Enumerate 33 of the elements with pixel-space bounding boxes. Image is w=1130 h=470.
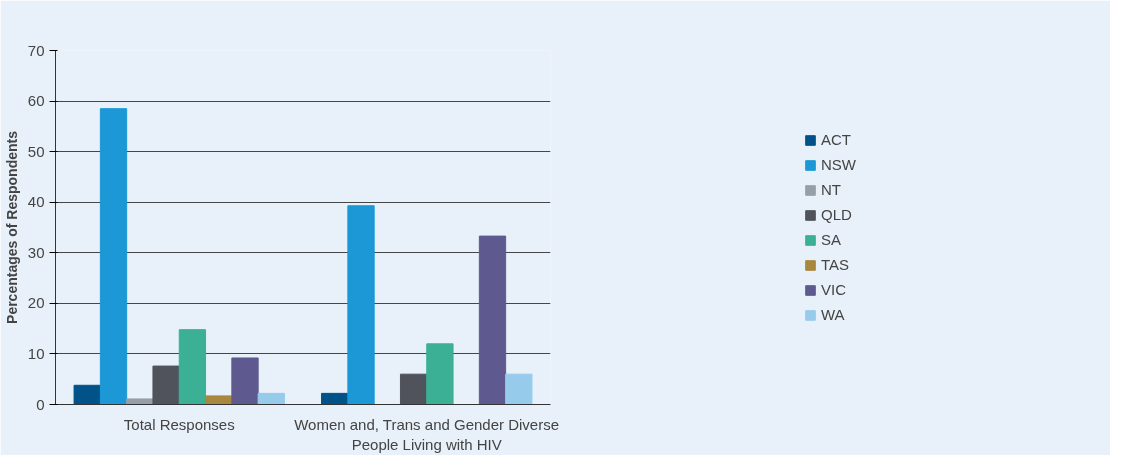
- x-tick-label: Total Responses: [123, 415, 235, 433]
- bar: [99, 108, 128, 405]
- bar: [205, 395, 233, 405]
- bar: [257, 392, 285, 405]
- bar: [478, 235, 507, 405]
- y-tick-label: 30: [27, 243, 45, 261]
- y-tick-label: 40: [27, 193, 45, 211]
- y-tick-label: 0: [36, 395, 45, 413]
- y-axis-title: Percentages of Respondents: [3, 130, 20, 324]
- legend-label: TAS: [821, 256, 850, 273]
- bar: [126, 398, 154, 405]
- legend-label: NT: [821, 181, 841, 198]
- bar: [347, 205, 375, 405]
- y-tick-label: 60: [27, 92, 45, 110]
- legend-label: QLD: [821, 206, 852, 223]
- legend-label: NSW: [821, 156, 856, 173]
- bar: [399, 373, 428, 405]
- bar: [178, 329, 207, 405]
- y-tick-label: 50: [27, 142, 45, 160]
- y-tick-label: 70: [27, 41, 45, 59]
- bar: [321, 392, 349, 405]
- legend-label: WA: [821, 306, 845, 323]
- y-tick-label: 10: [27, 344, 45, 362]
- bar: [426, 343, 454, 405]
- bar: [231, 357, 259, 405]
- x-tick-label: Women and, Trans and Gender Diverse People Living with HIV: [294, 415, 560, 453]
- legend-label: ACT: [821, 131, 851, 148]
- bar: [152, 365, 180, 405]
- bar: [505, 373, 533, 405]
- legend-label: VIC: [821, 281, 847, 298]
- y-tick-label: 20: [27, 294, 45, 312]
- legend-label: SA: [821, 231, 842, 248]
- bar: [73, 384, 101, 405]
